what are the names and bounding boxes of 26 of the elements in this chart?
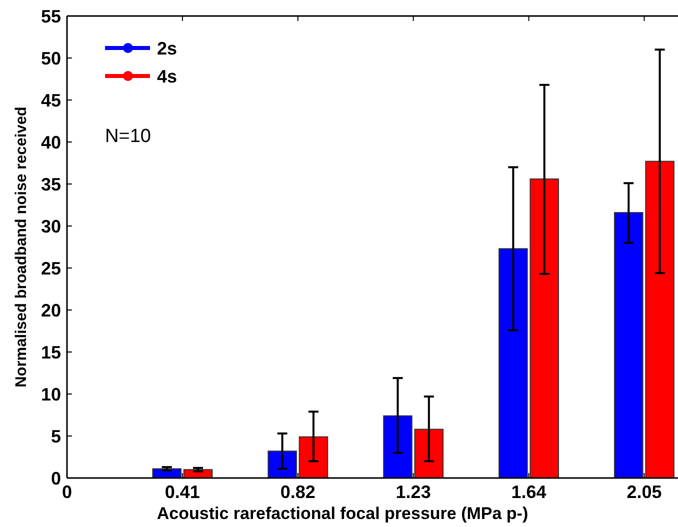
legend-label: 4s — [157, 66, 178, 86]
x-tick-label: 2.05 — [626, 482, 662, 502]
annotation: N=10 — [105, 126, 151, 147]
x-tick-label: 1.64 — [511, 482, 546, 502]
x-tick-label: 0.82 — [280, 482, 316, 502]
y-tick-label: 25 — [40, 258, 61, 278]
y-tick-label: 55 — [40, 6, 61, 26]
bar — [268, 450, 297, 478]
y-tick-label: 35 — [40, 174, 61, 194]
x-tick-label: 1.23 — [396, 482, 431, 502]
bar — [298, 436, 328, 478]
x-tick-label: 0.41 — [164, 482, 200, 502]
y-tick-label: 40 — [40, 132, 61, 152]
y-tick-label: 0 — [50, 468, 61, 488]
legend-label: 2s — [157, 38, 178, 58]
y-tick-label: 10 — [40, 384, 61, 404]
bar — [414, 428, 444, 478]
y-tick-label: 50 — [40, 48, 61, 68]
y-axis-title: Normalised broadband noise received — [13, 106, 30, 388]
bar — [383, 415, 412, 478]
y-tick-label: 30 — [40, 216, 61, 236]
y-tick-label: 20 — [40, 300, 61, 320]
x-axis-title: Acoustic rarefactional focal pressure (MPa p-) — [156, 504, 528, 523]
y-tick-label: 45 — [40, 90, 61, 110]
y-tick-label: 5 — [50, 426, 61, 446]
y-tick-label: 15 — [40, 342, 61, 362]
